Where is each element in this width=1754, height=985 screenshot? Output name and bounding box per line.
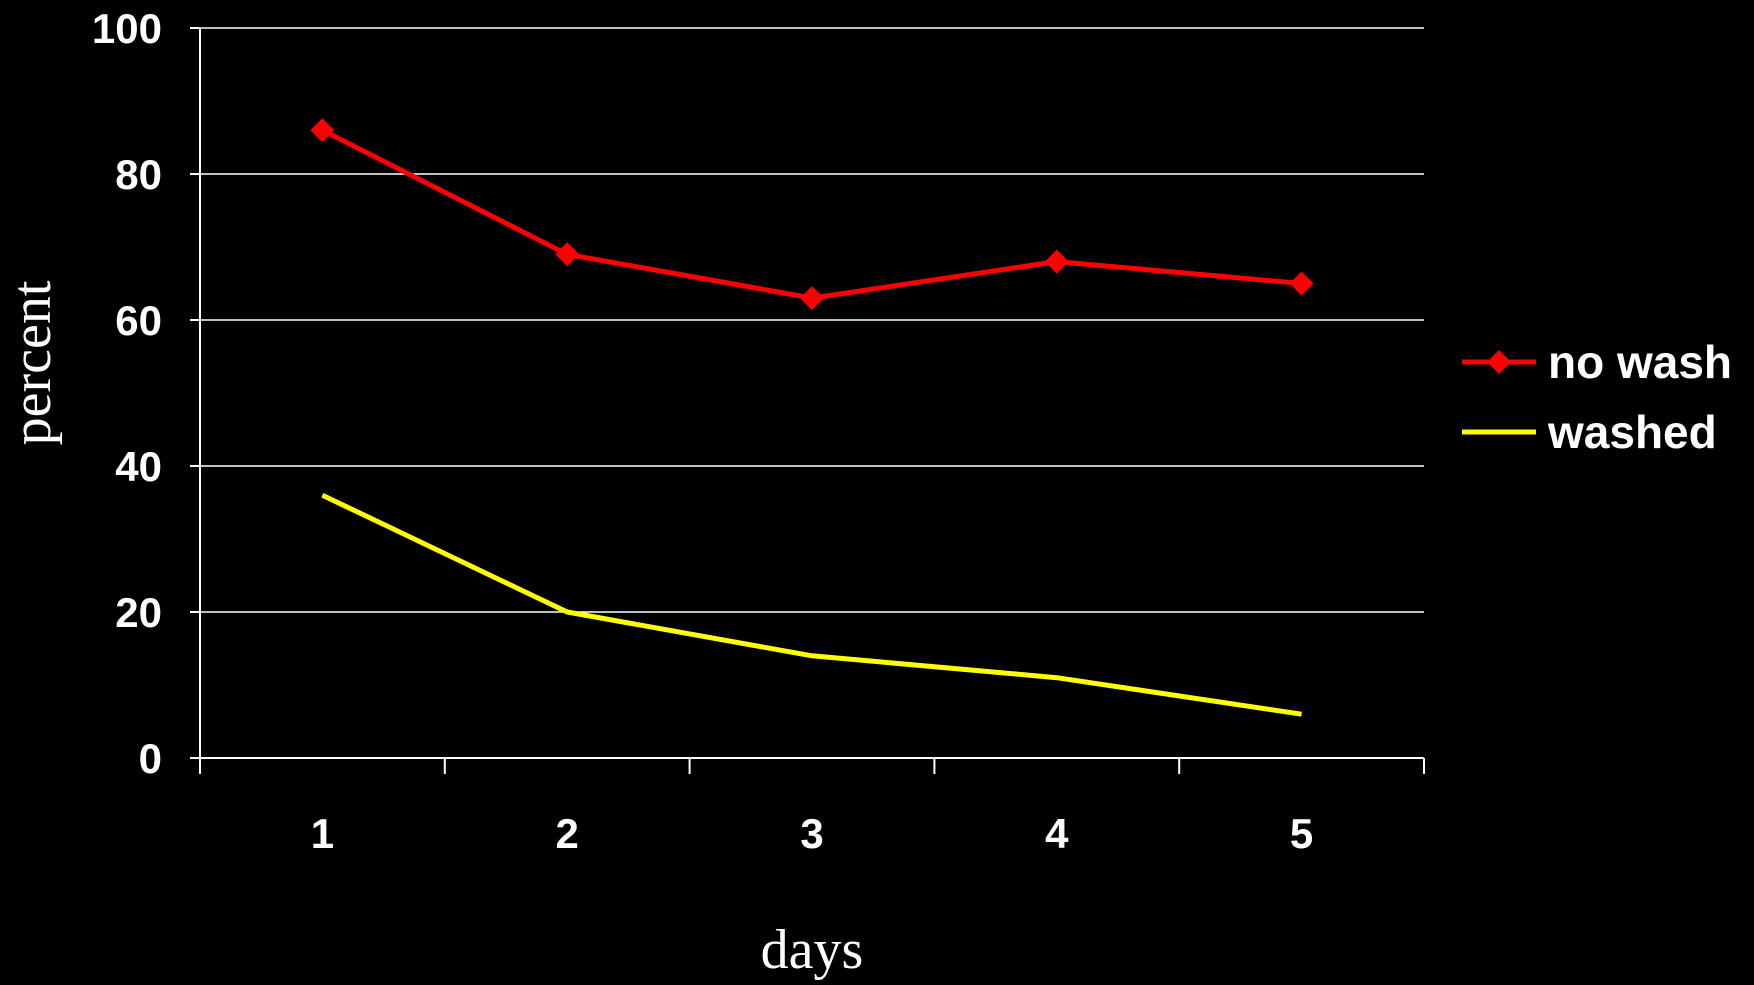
y-tick-labels: 0 20 40 60 80 100 — [92, 5, 162, 782]
series — [310, 118, 1314, 717]
y-tick-label: 60 — [115, 297, 162, 344]
data-point-marker — [555, 242, 580, 267]
y-tick-label: 80 — [115, 151, 162, 198]
y-tick-label: 0 — [139, 735, 162, 782]
x-tick-label: 5 — [1290, 810, 1313, 857]
x-tick-label: 4 — [1045, 810, 1069, 857]
axes — [190, 27, 1425, 774]
x-axis-title: days — [761, 919, 864, 981]
y-tick-label: 40 — [115, 443, 162, 490]
legend-label: no wash — [1548, 336, 1732, 388]
legend-label: washed — [1547, 406, 1717, 458]
y-tick-label: 20 — [115, 589, 162, 636]
x-tick-label: 3 — [800, 810, 823, 857]
x-tick-label: 1 — [311, 810, 334, 857]
series-line — [321, 492, 1302, 717]
data-point-marker — [1289, 271, 1314, 296]
y-tick-label: 100 — [92, 5, 162, 52]
x-tick-labels: 1 2 3 4 5 — [311, 810, 1314, 857]
legend-marker — [1487, 350, 1511, 374]
data-point-marker — [1044, 249, 1069, 274]
data-point-marker — [310, 118, 335, 143]
x-tick-label: 2 — [556, 810, 579, 857]
data-point-marker — [800, 286, 824, 311]
legend: no wash washed — [1462, 336, 1732, 458]
y-axis-title: percent — [1, 280, 63, 445]
